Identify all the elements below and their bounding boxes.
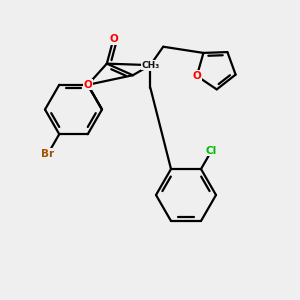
Text: Cl: Cl — [206, 146, 217, 156]
Text: N: N — [146, 60, 155, 70]
Text: CH₃: CH₃ — [141, 61, 160, 70]
Text: O: O — [193, 71, 201, 81]
Text: Br: Br — [41, 149, 55, 159]
Text: O: O — [83, 80, 92, 90]
Text: O: O — [109, 34, 118, 44]
